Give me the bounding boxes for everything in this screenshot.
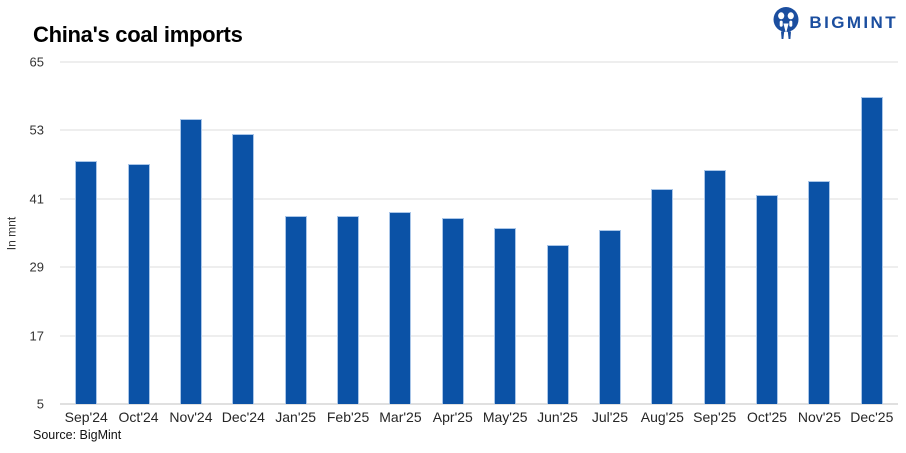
bar-slot [531,62,583,404]
y-tick-label: 53 [29,122,44,138]
bar-oct24 [127,164,150,404]
bigmint-people-icon [770,6,802,40]
bar-slot [741,62,793,404]
gridline [60,129,898,131]
x-tick-label: Nov'24 [169,409,213,425]
bar-jul25 [598,230,621,404]
x-tick-label: Apr'25 [432,409,473,425]
x-tick-label: Oct'24 [118,409,159,425]
x-tick-label: May'25 [482,409,528,425]
bar-sep25 [703,169,726,404]
bar-slot [217,62,269,404]
bar-slot [427,62,479,404]
plot-area [60,61,898,405]
x-tick-label: Dec'25 [850,409,894,425]
gridline [60,266,898,268]
bar-dec25 [860,97,883,404]
bar-dec24 [232,133,255,404]
source-note: Source: BigMint [33,428,122,442]
x-tick-label: Aug'25 [640,409,684,425]
bar-may25 [494,227,517,404]
x-tick-label: Sep'24 [64,409,108,425]
gridline [60,198,898,200]
y-tick-label: 65 [29,54,44,70]
x-tick-label: Jan'25 [275,409,317,425]
bar-mar25 [389,212,412,404]
gridline [60,335,898,337]
bar-jun25 [546,244,569,404]
x-tick-label: Mar'25 [379,409,422,425]
bar-nov25 [808,181,831,404]
x-tick-label: Jun'25 [537,409,578,425]
bar-slot [60,62,112,404]
bar-slot [112,62,164,404]
bar-oct25 [756,194,779,404]
bar-slot [270,62,322,404]
bar-slot [165,62,217,404]
bar-jan25 [284,215,307,404]
x-axis-labels: Sep'24 Oct'24 Nov'24 Dec'24 Jan'25 Feb'25 Mar'… [60,409,898,425]
x-tick-label: Sep'25 [693,409,737,425]
bar-series [60,62,898,404]
bar-slot [846,62,898,404]
bar-slot [584,62,636,404]
bar-apr25 [441,217,464,404]
y-tick-label: 29 [29,259,44,275]
x-tick-label: Feb'25 [326,409,370,425]
bar-sep24 [75,161,98,404]
bigmint-logo-text: BIGMINT [809,13,898,32]
x-tick-label: Nov'25 [797,409,842,425]
bar-slot [689,62,741,404]
y-tick-label: 41 [29,191,44,207]
bar-slot [374,62,426,404]
gridline [60,403,898,405]
y-tick-label: 17 [29,328,44,344]
y-tick-label: 5 [36,396,44,412]
bigmint-logo: BIGMINT [770,6,898,40]
y-axis-labels: 5 17 29 41 53 65 [0,56,52,411]
bar-feb25 [337,215,360,404]
x-tick-label: Dec'24 [221,409,265,425]
chart-title: China's coal imports [33,22,243,47]
bar-slot [793,62,845,404]
bar-slot [479,62,531,404]
x-tick-label: Oct'25 [747,409,788,425]
gridline [60,61,898,63]
bar-slot [322,62,374,404]
bar-aug25 [651,189,674,404]
bar-slot [636,62,688,404]
bar-nov24 [179,119,202,404]
x-tick-label: Jul'25 [591,409,629,425]
